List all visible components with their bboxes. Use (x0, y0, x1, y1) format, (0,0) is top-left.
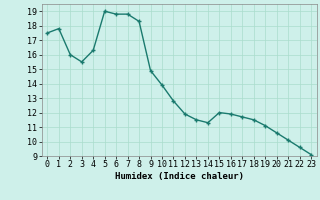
X-axis label: Humidex (Indice chaleur): Humidex (Indice chaleur) (115, 172, 244, 181)
